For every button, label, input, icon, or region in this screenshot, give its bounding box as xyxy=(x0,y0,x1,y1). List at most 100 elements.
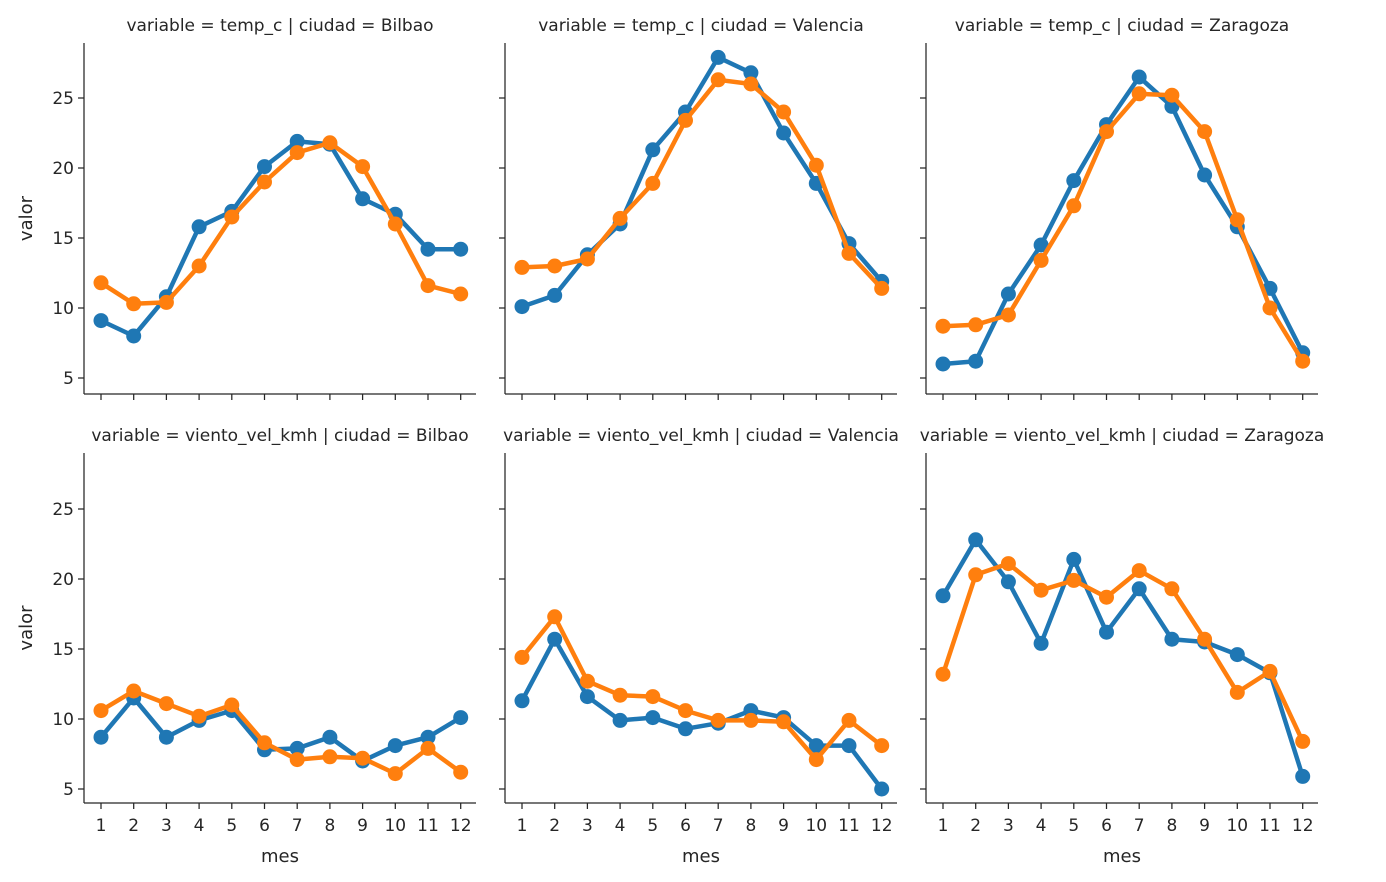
data-point xyxy=(514,299,530,315)
data-point xyxy=(257,159,272,175)
data-point xyxy=(1295,353,1311,369)
data-point xyxy=(158,294,174,310)
data-point xyxy=(1066,572,1082,588)
data-point xyxy=(1033,237,1049,253)
data-point xyxy=(1229,684,1245,700)
facet-panel-6: variable = viento_vel_kmh | ciudad = Zar… xyxy=(920,426,1325,867)
data-point xyxy=(678,703,693,719)
data-point xyxy=(645,175,661,191)
data-point xyxy=(453,241,469,257)
x-tick-label: 8 xyxy=(324,816,335,836)
x-tick-label: 12 xyxy=(450,816,472,836)
data-point xyxy=(874,280,890,296)
x-tick-label: 9 xyxy=(1199,816,1210,836)
x-axis-label: mes xyxy=(682,846,720,867)
y-axis-label: valor xyxy=(16,195,37,241)
data-point xyxy=(1131,563,1147,579)
x-tick-label: 10 xyxy=(384,816,406,836)
data-point xyxy=(191,258,207,274)
data-point xyxy=(612,687,628,703)
data-point xyxy=(1131,69,1147,85)
y-tick-label: 20 xyxy=(52,570,74,590)
data-point xyxy=(547,631,563,647)
data-point xyxy=(126,296,142,312)
data-point xyxy=(1229,647,1245,663)
panel-title: variable = temp_c | ciudad = Valencia xyxy=(538,16,864,36)
x-axis-label: mes xyxy=(261,846,299,867)
data-point xyxy=(841,245,857,261)
data-point xyxy=(93,703,109,719)
x-tick-label: 3 xyxy=(1003,816,1014,836)
data-point xyxy=(289,752,305,768)
x-tick-label: 9 xyxy=(357,816,368,836)
data-point xyxy=(1197,631,1213,647)
data-point xyxy=(191,219,207,235)
facet-panel-1: variable = temp_c | ciudad = Bilbao 5 10 15… xyxy=(16,16,476,400)
panel-title: variable = viento_vel_kmh | ciudad = Bil… xyxy=(91,426,468,446)
data-point xyxy=(322,749,338,765)
series-line-1 xyxy=(940,537,1305,779)
data-point xyxy=(1033,252,1049,268)
facet-panel-3: variable = temp_c | ciudad = Zaragoza xyxy=(920,16,1318,400)
data-point xyxy=(514,649,530,665)
data-point xyxy=(1066,551,1082,567)
data-point xyxy=(1197,167,1213,183)
data-point xyxy=(420,278,436,294)
x-tick-label: 7 xyxy=(713,816,724,836)
data-point xyxy=(1099,589,1114,605)
x-tick-label: 4 xyxy=(615,816,626,836)
y-tick-label: 10 xyxy=(52,710,74,730)
x-tick-label: 2 xyxy=(128,816,139,836)
series-line-2 xyxy=(519,614,884,762)
data-point xyxy=(678,112,693,128)
data-point xyxy=(547,258,563,274)
data-point xyxy=(93,275,109,291)
data-point xyxy=(387,766,403,782)
x-tick-label: 7 xyxy=(1134,816,1145,836)
x-tick-label: 8 xyxy=(1166,816,1177,836)
data-point xyxy=(645,710,661,726)
data-point xyxy=(968,567,984,583)
data-point xyxy=(420,740,436,756)
data-point xyxy=(710,712,726,728)
data-point xyxy=(224,209,240,225)
x-tick-label: 5 xyxy=(647,816,658,836)
data-point xyxy=(322,729,338,745)
series-line-2 xyxy=(940,561,1305,744)
data-point xyxy=(1066,173,1082,189)
y-tick-label: 5 xyxy=(63,780,74,800)
data-point xyxy=(514,693,530,709)
data-point xyxy=(678,721,693,737)
series-line-1 xyxy=(519,55,884,309)
y-tick-label: 25 xyxy=(52,500,74,520)
facet-panel-4: variable = viento_vel_kmh | ciudad = Bil… xyxy=(16,426,476,867)
data-point xyxy=(1000,286,1016,302)
data-point xyxy=(645,142,661,158)
series-line-2 xyxy=(519,77,884,291)
data-point xyxy=(126,328,142,344)
series-line-1 xyxy=(98,139,463,339)
data-point xyxy=(776,125,792,141)
x-tick-label: 1 xyxy=(517,816,528,836)
y-axis-label: valor xyxy=(16,605,37,651)
x-tick-label: 6 xyxy=(1101,816,1112,836)
data-point xyxy=(579,673,595,689)
x-tick-label: 2 xyxy=(970,816,981,836)
data-point xyxy=(1099,624,1114,640)
data-point xyxy=(841,738,857,754)
data-point xyxy=(968,353,984,369)
x-tick-label: 10 xyxy=(1226,816,1248,836)
x-tick-label: 6 xyxy=(680,816,691,836)
data-point xyxy=(1099,124,1114,140)
panel-title: variable = temp_c | ciudad = Zaragoza xyxy=(955,16,1289,36)
x-tick-label: 6 xyxy=(259,816,270,836)
data-point xyxy=(968,532,984,548)
x-tick-label: 8 xyxy=(745,816,756,836)
facet-panel-2: variable = temp_c | ciudad = Valencia xyxy=(499,16,897,400)
data-point xyxy=(453,710,469,726)
x-tick-label: 9 xyxy=(778,816,789,836)
facet-panel-5: variable = viento_vel_kmh | ciudad = Val… xyxy=(499,426,899,867)
y-tick-label: 15 xyxy=(52,640,74,660)
data-point xyxy=(257,174,272,190)
y-tick-label: 5 xyxy=(63,369,74,389)
